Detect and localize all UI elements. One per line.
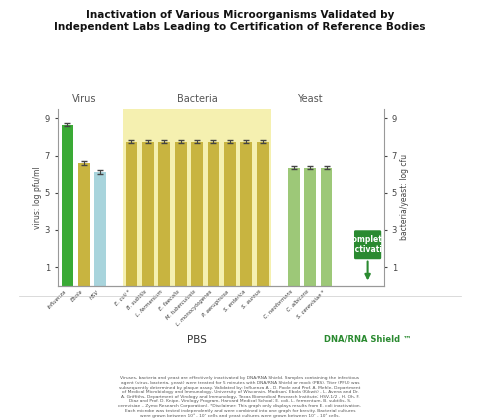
Text: S. aureus: S. aureus — [241, 289, 263, 310]
Text: E. coli *: E. coli * — [114, 289, 132, 307]
Bar — [224, 142, 236, 286]
Bar — [125, 142, 137, 286]
FancyBboxPatch shape — [354, 230, 381, 259]
Text: Ebola: Ebola — [70, 289, 84, 303]
Bar — [257, 142, 268, 286]
Text: P. aeruginosa: P. aeruginosa — [202, 289, 230, 318]
Y-axis label: virus: log pfu/ml: virus: log pfu/ml — [33, 166, 42, 229]
Text: C. albicans: C. albicans — [287, 289, 310, 313]
Text: E. faecalis: E. faecalis — [158, 289, 180, 312]
Text: Bacteria: Bacteria — [177, 94, 217, 104]
Bar — [304, 168, 316, 286]
Text: L. fermentum: L. fermentum — [135, 289, 164, 318]
Text: Complete
Inactivation: Complete Inactivation — [342, 235, 394, 255]
Bar — [288, 168, 300, 286]
Text: Influenza: Influenza — [47, 289, 68, 310]
Text: C. neoformans: C. neoformans — [263, 289, 294, 320]
Text: HSV: HSV — [89, 289, 100, 300]
Bar — [95, 172, 106, 286]
Bar — [175, 142, 187, 286]
FancyBboxPatch shape — [123, 109, 271, 286]
Bar — [142, 142, 154, 286]
Y-axis label: bacteria/yeast: log cfu: bacteria/yeast: log cfu — [400, 154, 409, 241]
Bar — [321, 168, 333, 286]
Text: M. tuberculosis: M. tuberculosis — [165, 289, 197, 321]
Text: Inactivation of Various Microorganisms Validated by
Independent Labs Leading to : Inactivation of Various Microorganisms V… — [54, 10, 426, 32]
Bar — [191, 142, 203, 286]
Text: Yeast: Yeast — [298, 94, 323, 104]
Bar — [207, 142, 219, 286]
Text: Viruses, bacteria and yeast are effectively inactivated by DNA/RNA Shield. Sampl: Viruses, bacteria and yeast are effectiv… — [119, 376, 361, 418]
Text: Virus: Virus — [72, 94, 96, 104]
Text: L. monocytogenes: L. monocytogenes — [176, 289, 214, 327]
Text: DNA/RNA Shield ™: DNA/RNA Shield ™ — [324, 335, 411, 344]
Text: B. subtilis: B. subtilis — [126, 289, 148, 311]
Bar — [158, 142, 170, 286]
Text: S. enterica: S. enterica — [223, 289, 246, 312]
Text: S. cerevisiae *: S. cerevisiae * — [296, 289, 326, 319]
Text: PBS: PBS — [187, 335, 207, 345]
Bar — [61, 125, 73, 286]
Bar — [78, 163, 90, 286]
Bar — [240, 142, 252, 286]
